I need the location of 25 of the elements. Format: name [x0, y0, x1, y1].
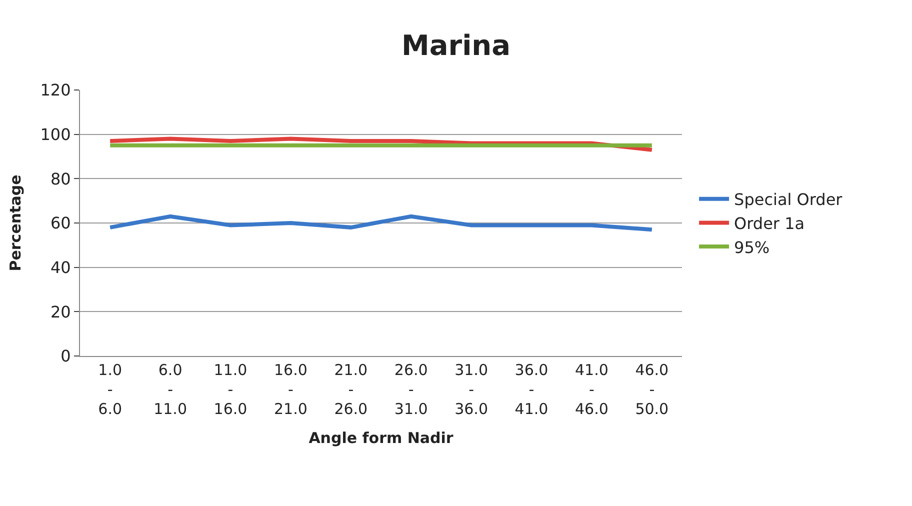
x-tick-label: 26.0 - 31.0: [394, 361, 428, 418]
x-tick-label: 36.0 - 41.0: [514, 361, 548, 418]
x-tick-label: 6.0 - 11.0: [154, 361, 188, 418]
x-tick-label: 21.0 - 26.0: [334, 361, 368, 418]
x-tick-label: 1.0 - 6.0: [98, 361, 122, 418]
y-tick-label: 40: [50, 258, 71, 277]
x-axis-title: Angle form Nadir: [308, 429, 454, 447]
x-tick-label: 31.0 - 36.0: [454, 361, 488, 418]
legend-label: 95%: [734, 238, 770, 257]
y-axis-title: Percentage: [6, 174, 25, 272]
y-tick-label: 80: [50, 169, 71, 188]
x-tick-label: 41.0 - 46.0: [574, 361, 608, 418]
y-tick-label: 120: [40, 80, 71, 100]
chart-title: Marina: [402, 29, 510, 62]
x-tick-label: 16.0 - 21.0: [274, 361, 308, 418]
line-series: [108, 136, 654, 152]
legend-label: Special Order: [734, 190, 843, 210]
y-tick-label: 100: [40, 124, 71, 144]
x-tick-label: 46.0 - 50.0: [635, 361, 669, 418]
y-tick-label: 60: [50, 214, 71, 233]
x-tick-label: 11.0 - 16.0: [214, 361, 248, 418]
y-tick-label: 20: [50, 302, 71, 322]
y-tick-label: 0: [60, 346, 71, 366]
line-series: [108, 214, 654, 232]
legend-label: Order 1a: [734, 214, 805, 233]
